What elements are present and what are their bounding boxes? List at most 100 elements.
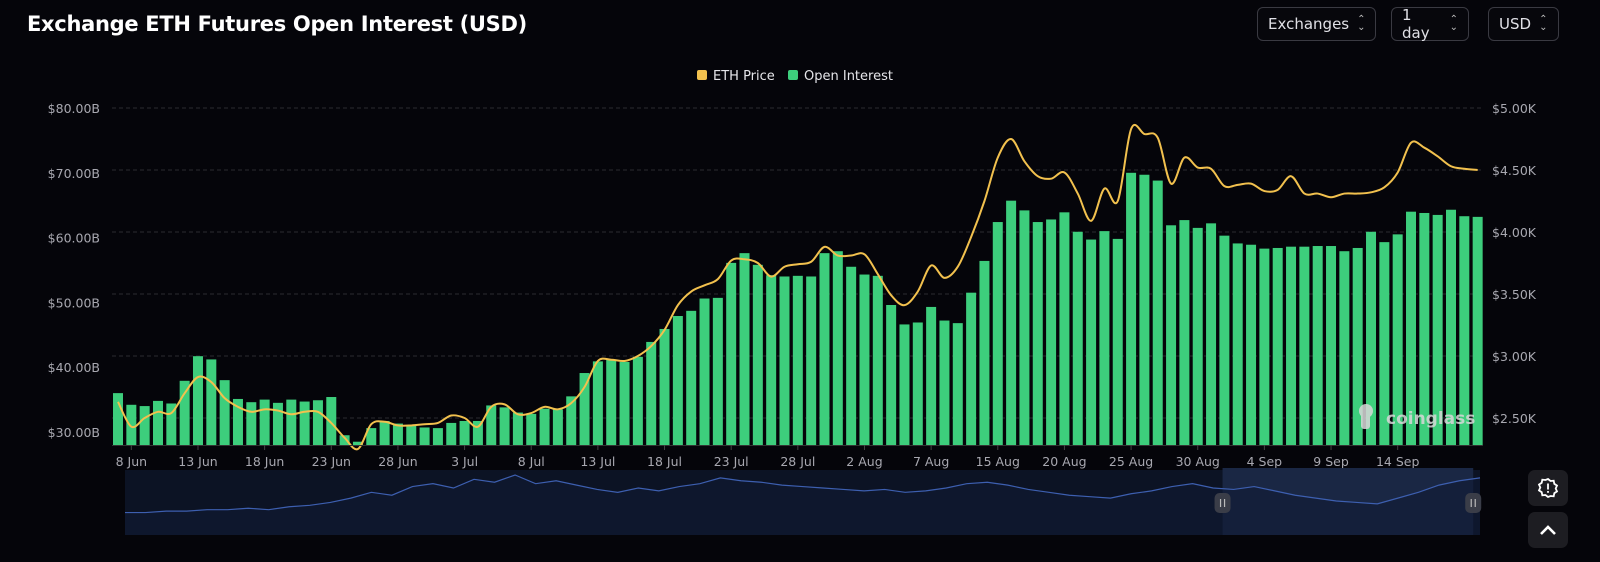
open-interest-bar[interactable] bbox=[232, 398, 243, 445]
open-interest-bar[interactable] bbox=[326, 397, 337, 445]
open-interest-bar[interactable] bbox=[566, 396, 577, 445]
open-interest-bar[interactable] bbox=[1179, 220, 1190, 445]
legend-label-open-interest[interactable]: Open Interest bbox=[804, 69, 893, 84]
open-interest-bar[interactable] bbox=[1312, 246, 1323, 445]
open-interest-bar[interactable] bbox=[579, 373, 590, 445]
scroll-top-button[interactable] bbox=[1528, 512, 1568, 548]
open-interest-bar[interactable] bbox=[1272, 247, 1283, 445]
open-interest-bar[interactable] bbox=[939, 320, 950, 445]
open-interest-bar[interactable] bbox=[366, 428, 377, 445]
open-interest-bar[interactable] bbox=[726, 262, 737, 445]
open-interest-bar[interactable] bbox=[1459, 216, 1470, 445]
legend-label-eth-price[interactable]: ETH Price bbox=[713, 69, 775, 84]
open-interest-bar[interactable] bbox=[1432, 214, 1443, 445]
open-interest-bar[interactable] bbox=[406, 425, 417, 445]
open-interest-bar[interactable] bbox=[1126, 172, 1137, 446]
open-interest-bar[interactable] bbox=[179, 380, 190, 445]
open-interest-bar[interactable] bbox=[979, 260, 990, 445]
open-interest-bar[interactable] bbox=[192, 356, 203, 445]
open-interest-bar[interactable] bbox=[259, 399, 270, 445]
interval-select[interactable]: 1 day ⌃ ⌄ bbox=[1391, 6, 1469, 42]
open-interest-bar[interactable] bbox=[446, 422, 457, 445]
open-interest-bar[interactable] bbox=[126, 404, 137, 445]
open-interest-bar[interactable] bbox=[1232, 243, 1243, 445]
open-interest-bar[interactable] bbox=[1219, 235, 1230, 445]
exchanges-select[interactable]: Exchanges ⌃ ⌄ bbox=[1257, 7, 1376, 41]
open-interest-bar[interactable] bbox=[206, 359, 217, 445]
open-interest-bar[interactable] bbox=[1019, 210, 1030, 445]
open-interest-bar[interactable] bbox=[806, 276, 817, 445]
open-interest-bar[interactable] bbox=[512, 412, 523, 445]
open-interest-bar[interactable] bbox=[1166, 225, 1177, 445]
open-interest-bar[interactable] bbox=[606, 359, 617, 445]
open-interest-bar[interactable] bbox=[1406, 211, 1417, 445]
open-interest-bar[interactable] bbox=[472, 420, 483, 445]
open-interest-bar[interactable] bbox=[1152, 180, 1163, 446]
open-interest-bar[interactable] bbox=[1259, 248, 1270, 445]
open-interest-bar[interactable] bbox=[1072, 231, 1083, 445]
open-interest-bar[interactable] bbox=[272, 402, 283, 445]
open-interest-bar[interactable] bbox=[832, 251, 843, 445]
open-interest-bar[interactable] bbox=[1286, 246, 1297, 445]
open-interest-bar[interactable] bbox=[392, 423, 403, 445]
open-interest-bar[interactable] bbox=[339, 435, 350, 445]
open-interest-bar[interactable] bbox=[1139, 174, 1150, 445]
open-interest-bar[interactable] bbox=[1046, 219, 1057, 445]
open-interest-bar[interactable] bbox=[486, 405, 497, 445]
open-interest-bar[interactable] bbox=[912, 322, 923, 445]
open-interest-bar[interactable] bbox=[1032, 222, 1043, 445]
open-interest-bar[interactable] bbox=[686, 310, 697, 445]
open-interest-bar[interactable] bbox=[699, 298, 710, 445]
open-interest-bar[interactable] bbox=[499, 407, 510, 445]
currency-select[interactable]: USD ⌃ ⌄ bbox=[1488, 7, 1559, 41]
open-interest-bar[interactable] bbox=[1206, 223, 1217, 445]
open-interest-bar[interactable] bbox=[992, 222, 1003, 445]
open-interest-bar[interactable] bbox=[432, 428, 443, 445]
open-interest-bar[interactable] bbox=[152, 400, 163, 445]
open-interest-bar[interactable] bbox=[926, 306, 937, 445]
open-interest-bar[interactable] bbox=[1299, 246, 1310, 445]
open-interest-bar[interactable] bbox=[872, 275, 883, 445]
alert-button[interactable] bbox=[1528, 470, 1568, 506]
open-interest-bar[interactable] bbox=[752, 264, 763, 445]
open-interest-bar[interactable] bbox=[246, 402, 257, 445]
open-interest-bar[interactable] bbox=[1006, 200, 1017, 445]
open-interest-bar[interactable] bbox=[1339, 251, 1350, 445]
open-interest-bar[interactable] bbox=[646, 341, 657, 445]
open-interest-bar[interactable] bbox=[1419, 212, 1430, 445]
open-interest-bar[interactable] bbox=[899, 324, 910, 445]
open-interest-bar[interactable] bbox=[672, 316, 683, 445]
open-interest-bar[interactable] bbox=[966, 292, 977, 445]
open-interest-bar[interactable] bbox=[1366, 231, 1377, 445]
open-interest-bar[interactable] bbox=[739, 253, 750, 445]
open-interest-bar[interactable] bbox=[419, 427, 430, 445]
open-interest-bar[interactable] bbox=[712, 297, 723, 445]
open-interest-bar[interactable] bbox=[1192, 227, 1203, 445]
open-interest-bar[interactable] bbox=[619, 362, 630, 445]
open-interest-bar[interactable] bbox=[819, 253, 830, 445]
open-interest-bar[interactable] bbox=[1099, 231, 1110, 445]
navigator-handle-right[interactable] bbox=[1465, 493, 1482, 513]
open-interest-bar[interactable] bbox=[659, 328, 670, 445]
navigator-handle-left[interactable] bbox=[1214, 493, 1231, 513]
open-interest-bar[interactable] bbox=[113, 393, 123, 445]
open-interest-bar[interactable] bbox=[632, 356, 643, 445]
navigator[interactable] bbox=[125, 468, 1482, 535]
open-interest-bar[interactable] bbox=[539, 408, 550, 445]
open-interest-bar[interactable] bbox=[139, 406, 150, 445]
open-interest-bar[interactable] bbox=[1379, 242, 1390, 445]
open-interest-bar[interactable] bbox=[312, 400, 323, 445]
open-interest-bar[interactable] bbox=[1246, 244, 1257, 445]
open-interest-bar[interactable] bbox=[379, 420, 390, 445]
open-interest-bar[interactable] bbox=[1086, 239, 1097, 445]
open-interest-bar[interactable] bbox=[1352, 247, 1363, 445]
open-interest-bar[interactable] bbox=[886, 304, 897, 445]
open-interest-bar[interactable] bbox=[952, 323, 963, 445]
open-interest-bar[interactable] bbox=[779, 276, 790, 445]
open-interest-bar[interactable] bbox=[792, 275, 803, 445]
open-interest-bar[interactable] bbox=[1326, 246, 1337, 445]
open-interest-bar[interactable] bbox=[459, 420, 470, 445]
open-interest-bar[interactable] bbox=[592, 361, 603, 445]
open-interest-bar[interactable] bbox=[526, 413, 537, 445]
open-interest-bar[interactable] bbox=[1392, 234, 1403, 445]
